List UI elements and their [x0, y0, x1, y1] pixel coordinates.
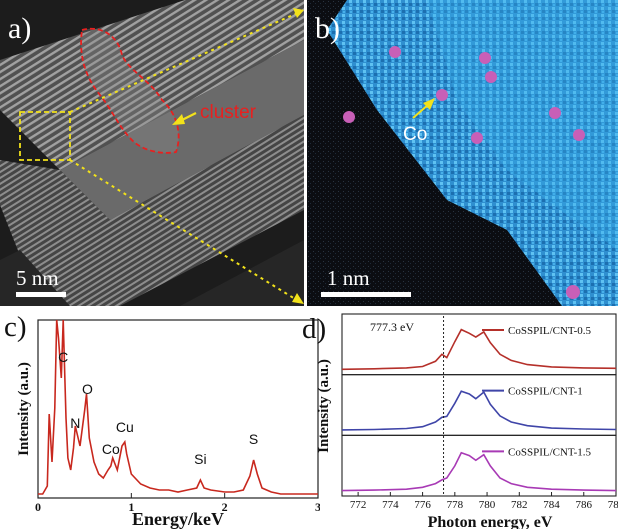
co-spot	[343, 111, 355, 123]
panel-a-stem-image: cluster a) 5 nm	[0, 0, 304, 306]
peak-label: C	[58, 349, 68, 365]
x-tick-label-d: 788	[608, 499, 618, 511]
panel-d-xas-spectra: d) CoSSPIL/CNT-0.5CoSSPIL/CNT-1CoSSPIL/C…	[302, 313, 618, 529]
panel-label-a: a)	[8, 12, 32, 45]
zoom-line-bottom	[69, 159, 301, 303]
reference-energy-label: 777.3 eV	[370, 320, 414, 334]
co-spot	[479, 52, 491, 64]
x-tick-label-d: 786	[576, 499, 593, 511]
co-spot	[436, 89, 448, 101]
x-axis-label-d: Photon energy, eV	[428, 514, 553, 529]
x-tick-label-d: 778	[447, 499, 464, 511]
co-spot	[573, 129, 585, 141]
co-spot	[566, 285, 580, 299]
xas-subplot-frame	[341, 374, 617, 436]
x-tick-label-d: 772	[350, 499, 367, 511]
scale-bar-b	[321, 292, 411, 297]
panel-c-eds-spectrum: c) 0 1 2 3 C N O Co Cu Si S Intensity (a.u.) Ener…	[4, 311, 320, 529]
panel-b-eds-map: Co b) 1 nm	[307, 0, 618, 306]
x-tick-label-c: 1	[128, 500, 134, 514]
scale-bar-label-a: 5 nm	[16, 266, 59, 290]
x-tick-label-c: 2	[222, 500, 228, 514]
co-spot	[549, 107, 561, 119]
co-spots	[343, 46, 585, 299]
co-spot	[471, 132, 483, 144]
legend-label: CoSSPIL/CNT-1	[508, 386, 583, 398]
panel-label-d: d)	[302, 313, 326, 345]
eds-map-graphic: Co	[307, 0, 618, 306]
y-axis-label-d: Intensity (a.u.)	[316, 359, 332, 453]
xas-panels: CoSSPIL/CNT-0.5 CoSSPIL/CNT-1 CoSSPIL/CNT-…	[341, 313, 617, 497]
peak-label: Si	[194, 451, 206, 467]
x-ticks-d: 772 774 776 778 780 782 784 786 788	[350, 492, 618, 511]
x-axis-label-c: Energy/keV	[132, 509, 224, 529]
panel-label-b: b)	[315, 12, 340, 45]
x-tick-label-d: 774	[382, 499, 399, 511]
peak-label: S	[249, 431, 258, 447]
peak-label: Cu	[116, 419, 134, 435]
cluster-label: cluster	[200, 102, 257, 123]
xas-subplot-frame	[341, 434, 617, 497]
co-spot	[389, 46, 401, 58]
peak-label: O	[82, 381, 93, 397]
x-tick-label-c: 0	[35, 500, 41, 514]
peak-label: N	[70, 415, 80, 431]
stem-image-graphic: cluster	[0, 0, 304, 306]
cluster-arrowhead	[172, 114, 185, 125]
xas-series-line	[341, 390, 617, 431]
legend-label: CoSSPIL/CNT-1.5	[508, 446, 592, 458]
peak-annotations-c: C N O Co Cu Si S	[58, 349, 258, 467]
zoom-arrowhead-bottom	[292, 293, 304, 304]
legend-label: CoSSPIL/CNT-0.5	[508, 325, 592, 337]
co-label: Co	[403, 124, 427, 145]
xas-series-line	[341, 328, 617, 371]
peak-label: Co	[102, 441, 120, 457]
cluster-outline	[80, 27, 180, 154]
scale-bar-label-b: 1 nm	[327, 266, 370, 290]
plot-frame-c	[37, 319, 319, 499]
zoom-arrowhead-top	[293, 8, 304, 18]
x-tick-label-d: 784	[543, 499, 560, 511]
co-spot	[485, 71, 497, 83]
x-tick-label-c: 3	[315, 500, 320, 514]
x-tick-label-d: 776	[414, 499, 431, 511]
co-arrowhead	[423, 98, 435, 110]
scale-bar-a	[16, 292, 66, 297]
y-axis-label-c: Intensity (a.u.)	[16, 362, 32, 456]
xas-series-line	[341, 451, 617, 492]
zoom-region-box	[19, 111, 71, 161]
x-tick-label-d: 780	[479, 499, 496, 511]
eds-spectrum-line	[38, 319, 318, 495]
panel-label-c: c)	[4, 311, 27, 343]
x-tick-label-d: 782	[511, 499, 528, 511]
